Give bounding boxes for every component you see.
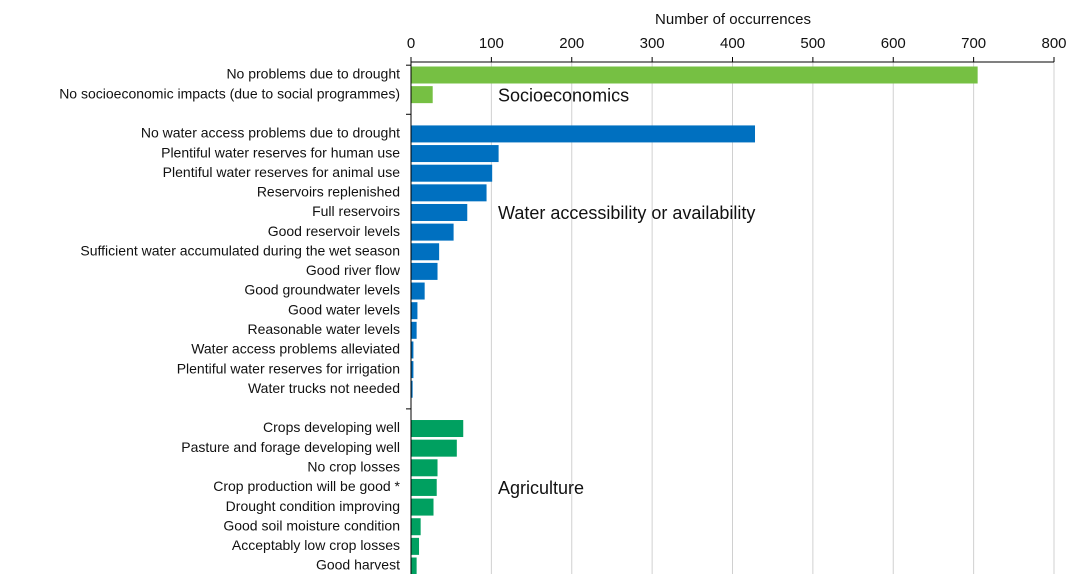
bar: [411, 420, 464, 438]
bar: [411, 302, 418, 320]
bar: [411, 203, 468, 221]
x-tick-label: 600: [881, 35, 906, 52]
bar: [411, 184, 487, 202]
bar: [411, 223, 454, 241]
y-tick-label: Water trucks not needed: [248, 380, 400, 396]
y-tick-label: Reasonable water levels: [247, 321, 400, 337]
bar: [411, 145, 499, 163]
y-tick-label: Good harvest: [316, 557, 400, 573]
y-tick-label: Crop production will be good *: [213, 478, 400, 494]
bar: [411, 243, 440, 261]
y-tick-label: Full reservoirs: [312, 203, 400, 219]
y-tick-label: Plentiful water reserves for human use: [161, 144, 400, 160]
bar: [411, 321, 417, 339]
bar: [411, 66, 978, 84]
y-tick-label: Plentiful water reserves for irrigation: [177, 360, 400, 376]
y-tick-label: Good soil moisture condition: [223, 517, 400, 533]
y-tick-label: Plentiful water reserves for animal use: [163, 164, 401, 180]
y-tick-label: No crop losses: [307, 459, 400, 475]
x-tick-label: 400: [720, 35, 745, 52]
x-tick-label: 700: [961, 35, 986, 52]
x-tick-label: 100: [479, 35, 504, 52]
group-label: Socioeconomics: [498, 85, 629, 105]
bar: [411, 341, 414, 359]
y-tick-label: Water access problems alleviated: [191, 341, 400, 357]
bar: [411, 557, 417, 574]
y-tick-label: No socioeconomic impacts (due to social …: [59, 85, 400, 101]
y-tick-label: Good reservoir levels: [268, 223, 400, 239]
bar: [411, 86, 433, 104]
group-label: Water accessibility or availability: [498, 203, 755, 223]
x-tick-label: 500: [800, 35, 825, 52]
bar: [411, 478, 437, 496]
y-tick-label: Good groundwater levels: [244, 282, 400, 298]
bar: [411, 518, 421, 536]
bar: [411, 164, 493, 182]
x-axis-title: Number of occurrences: [655, 11, 811, 28]
y-tick-label: No problems due to drought: [226, 66, 400, 82]
bar: [411, 125, 756, 143]
x-tick-label: 200: [559, 35, 584, 52]
y-tick-label: Drought condition improving: [226, 498, 400, 514]
bar: [411, 537, 420, 555]
bar: [411, 380, 413, 398]
y-tick-label: Acceptably low crop losses: [232, 537, 400, 553]
group-label: Agriculture: [498, 478, 584, 498]
x-tick-label: 800: [1041, 35, 1066, 52]
y-tick-label: Good river flow: [306, 262, 401, 278]
bar: [411, 262, 438, 280]
bar: [411, 439, 457, 457]
y-tick-label: Good water levels: [288, 301, 400, 317]
y-tick-label: Sufficient water accumulated during the …: [80, 242, 400, 258]
y-tick-label: Pasture and forage developing well: [181, 439, 400, 455]
y-tick-label: No water access problems due to drought: [141, 125, 400, 141]
bar: [411, 361, 414, 379]
y-tick-label: Reservoirs replenished: [257, 184, 400, 200]
x-tick-label: 300: [640, 35, 665, 52]
y-tick-label: Crops developing well: [263, 419, 400, 435]
x-tick-label: 0: [407, 35, 415, 52]
bar: [411, 459, 438, 477]
bar: [411, 282, 425, 300]
bar: [411, 498, 434, 516]
